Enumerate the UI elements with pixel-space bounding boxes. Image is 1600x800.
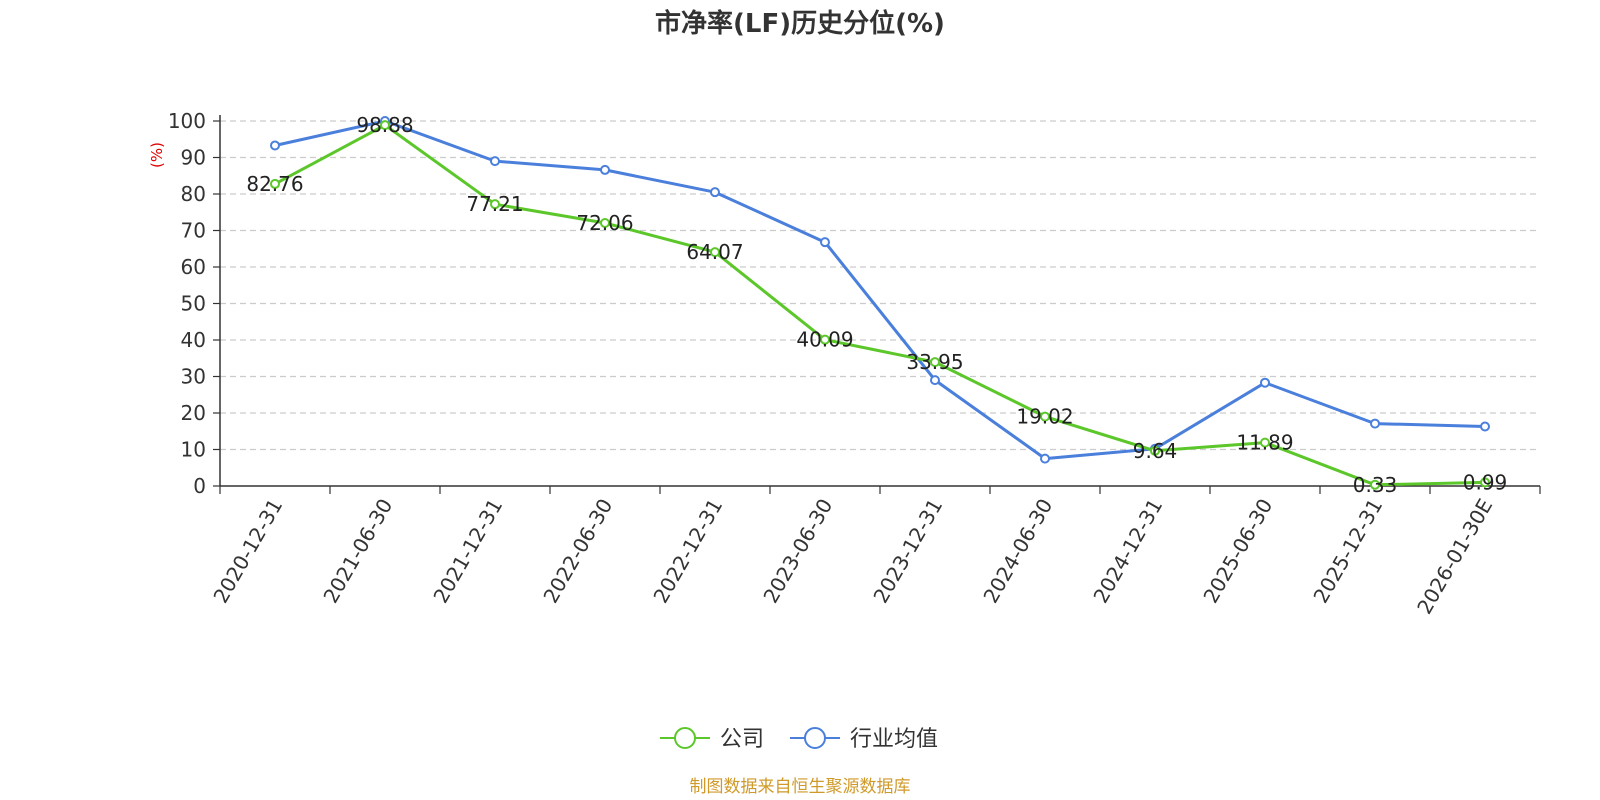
- x-tick-label: 2022-12-31: [648, 495, 727, 608]
- chart-title: 市净率(LF)历史分位(%): [655, 8, 945, 39]
- data-label: 11.89: [1236, 431, 1293, 455]
- data-label: 0.33: [1353, 473, 1398, 497]
- data-label: 64.07: [686, 240, 743, 264]
- x-tick-label: 2021-12-31: [428, 495, 507, 608]
- data-point: [930, 375, 940, 386]
- data-point: [270, 140, 280, 151]
- data-label: 0.99: [1463, 470, 1508, 494]
- data-point: [1480, 421, 1490, 432]
- x-tick-label: 2020-12-31: [208, 495, 287, 608]
- y-tick-label: 60: [181, 255, 206, 279]
- data-point: [1370, 418, 1380, 429]
- y-tick-label: 10: [181, 438, 206, 462]
- source-note: 制图数据来自恒生聚源数据库: [690, 777, 911, 797]
- data-point: [600, 164, 610, 175]
- data-point: [1480, 477, 1490, 488]
- data-label: 72.06: [576, 211, 633, 235]
- data-point: [380, 120, 390, 131]
- data-point: [600, 217, 610, 228]
- data-point: [1040, 411, 1050, 422]
- data-label: 77.21: [466, 192, 523, 216]
- y-axis-label: (%): [148, 142, 166, 168]
- y-tick-label: 90: [181, 146, 206, 170]
- x-tick-label: 2023-06-30: [758, 495, 837, 608]
- y-tick-label: 100: [168, 109, 206, 133]
- series-line-1: [274, 119, 1486, 461]
- legend-marker: [674, 727, 696, 749]
- data-label: 40.09: [796, 328, 853, 352]
- y-tick-labels: 0 10 20 30 40 50 60 70 80 90 100: [168, 109, 206, 498]
- data-label: 33.95: [906, 350, 963, 374]
- data-point: [1040, 453, 1050, 464]
- data-point: [820, 237, 830, 248]
- x-tick-label: 2024-12-31: [1088, 495, 1167, 608]
- y-tick-label: 70: [181, 219, 206, 243]
- x-tick-label: 2025-12-31: [1308, 495, 1387, 608]
- data-point: [1370, 479, 1380, 490]
- data-point: [1150, 445, 1160, 456]
- data-label: 82.76: [246, 172, 303, 196]
- data-point: [710, 187, 720, 198]
- grid-lines: [220, 120, 1540, 451]
- x-tick-label: 2023-12-31: [868, 495, 947, 608]
- data-point: [820, 334, 830, 345]
- data-labels: 82.76 98.88 77.21 72.06 64.07 40.09 33.95 19.02…: [246, 113, 1507, 497]
- x-tick-label: 2025-06-30: [1198, 495, 1277, 608]
- series-group: [270, 116, 1490, 490]
- axes: [213, 115, 1541, 494]
- data-point: [1260, 437, 1270, 448]
- y-tick-label: 80: [181, 182, 206, 206]
- y-tick-label: 50: [181, 292, 206, 316]
- data-label: 19.02: [1016, 405, 1073, 429]
- x-tick-label: 2022-06-30: [538, 495, 617, 608]
- x-tick-label: 2021-06-30: [318, 495, 397, 608]
- data-point: [710, 247, 720, 258]
- data-point: [270, 178, 280, 189]
- x-tick-label: 2024-06-30: [978, 495, 1057, 608]
- legend-label: 公司: [720, 727, 764, 752]
- y-tick-label: 30: [181, 365, 206, 389]
- data-point: [930, 357, 940, 368]
- y-tick-label: 0: [193, 474, 206, 498]
- series-line-0: [274, 123, 1486, 487]
- data-label: 9.64: [1133, 439, 1178, 463]
- legend[interactable]: 公司 行业均值: [660, 727, 938, 752]
- data-point: [490, 156, 500, 167]
- data-label: 98.88: [356, 113, 413, 137]
- legend-marker: [804, 727, 826, 749]
- data-point: [1260, 377, 1270, 388]
- y-tick-label: 40: [181, 328, 206, 352]
- data-point: [490, 199, 500, 210]
- y-tick-label: 20: [181, 401, 206, 425]
- x-tick-labels: 2020-12-31 2021-06-30 2021-12-31 2022-06-30…: [208, 495, 1497, 619]
- legend-label: 行业均值: [850, 727, 938, 752]
- x-tick-label: 2026-01-30E: [1412, 495, 1497, 619]
